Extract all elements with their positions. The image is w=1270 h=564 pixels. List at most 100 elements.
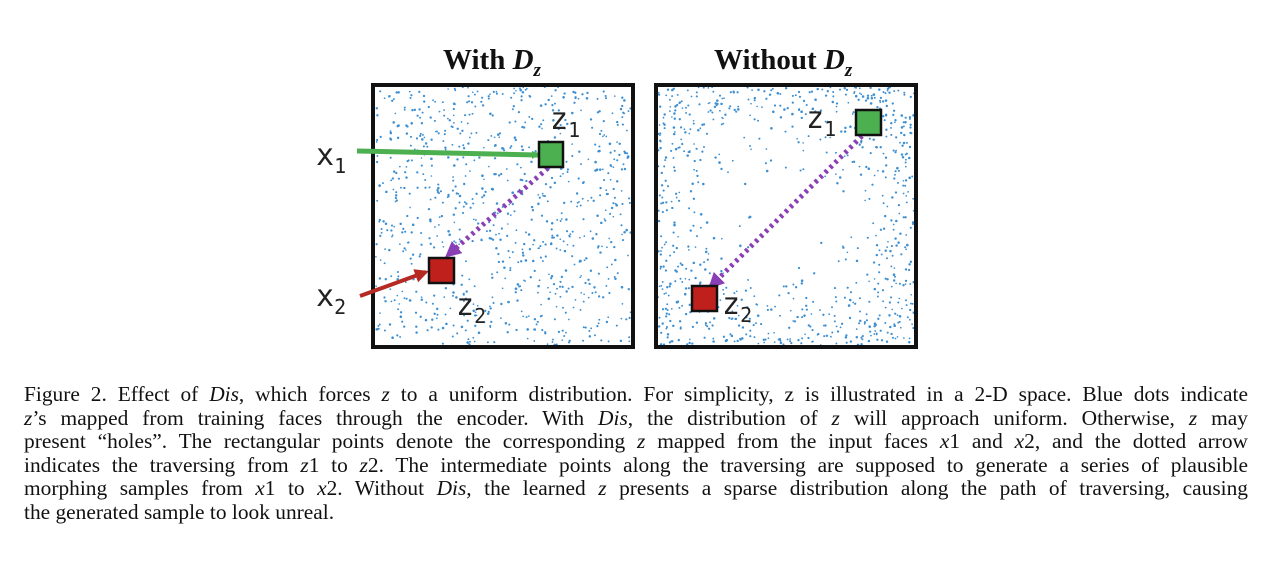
latent-dot [389, 156, 392, 159]
latent-dot [491, 273, 493, 276]
latent-dot [822, 313, 825, 316]
latent-dot [670, 340, 673, 343]
latent-dot [911, 323, 913, 325]
latent-dot [772, 110, 775, 114]
latent-dot [554, 102, 556, 105]
latent-dot [898, 297, 901, 300]
latent-dot [753, 336, 756, 339]
title-text: Without [714, 44, 824, 76]
latent-dot [685, 106, 687, 109]
latent-dot [419, 315, 422, 318]
latent-dot [658, 325, 661, 328]
latent-dot [513, 210, 516, 213]
latent-dot [520, 310, 523, 313]
latent-dot [686, 343, 689, 345]
latent-dot [689, 190, 693, 193]
latent-dot [901, 156, 905, 159]
latent-dot [747, 98, 750, 101]
latent-dot [465, 260, 467, 263]
latent-dot [578, 150, 581, 153]
latent-dot [572, 244, 575, 247]
latent-dot [375, 285, 377, 288]
latent-dot [555, 247, 558, 250]
latent-dot [665, 94, 668, 97]
latent-dot [873, 174, 876, 177]
latent-dot [418, 90, 421, 94]
latent-dot [800, 342, 803, 345]
latent-dot [854, 94, 858, 98]
latent-dot [447, 193, 450, 197]
latent-dot [707, 87, 710, 89]
latent-dot [860, 336, 863, 339]
latent-dot [564, 269, 568, 272]
latent-dot [591, 126, 594, 129]
latent-dot [520, 260, 523, 263]
latent-dot [554, 89, 557, 92]
latent-dot [447, 117, 449, 120]
latent-dot [459, 132, 462, 135]
latent-dot [718, 161, 721, 164]
latent-dot [831, 306, 833, 309]
latent-dot [606, 266, 609, 269]
latent-dot [528, 115, 531, 118]
latent-dot [681, 107, 684, 109]
latent-dot [395, 91, 398, 94]
latent-dot [824, 136, 827, 139]
latent-dot [604, 97, 608, 100]
latent-dot [743, 136, 746, 139]
latent-dot [503, 266, 506, 269]
latent-dot [544, 182, 548, 186]
latent-dot [464, 297, 468, 300]
latent-dot [729, 105, 732, 108]
latent-dot [480, 238, 483, 242]
latent-dot [885, 135, 888, 138]
latent-dot [394, 196, 398, 200]
latent-dot [389, 130, 392, 132]
latent-dot [661, 308, 665, 311]
latent-dot [418, 255, 421, 258]
latent-dot [714, 102, 717, 105]
latent-dot [523, 279, 525, 282]
latent-dot [703, 336, 706, 339]
latent-dot [749, 329, 752, 332]
latent-dot [471, 197, 474, 201]
latent-dot [791, 101, 794, 104]
latent-dot [662, 265, 665, 268]
latent-dot [769, 159, 773, 162]
latent-dot [738, 225, 741, 228]
latent-dot [807, 324, 810, 327]
latent-dot [533, 318, 537, 321]
latent-dot [703, 146, 705, 148]
latent-dot [892, 109, 896, 112]
latent-dot [859, 310, 861, 313]
latent-dot [560, 275, 564, 279]
latent-dot [824, 94, 828, 97]
latent-dot [834, 296, 837, 299]
latent-dot [766, 308, 769, 312]
latent-dot [509, 146, 512, 149]
latent-dot [555, 305, 558, 308]
latent-dot [886, 278, 889, 281]
label-subscript: 1 [334, 154, 347, 178]
latent-dot [586, 91, 589, 95]
latent-dot [608, 237, 611, 240]
latent-dot [867, 167, 871, 170]
latent-dot [673, 221, 676, 224]
latent-dot [466, 122, 469, 125]
latent-dot [673, 223, 676, 227]
latent-dot [538, 247, 541, 249]
latent-dot [550, 274, 554, 278]
latent-dot [796, 137, 798, 140]
latent-dot [396, 270, 399, 274]
latent-dot [419, 134, 422, 138]
latent-dot [399, 222, 402, 226]
label-subscript: 2 [740, 303, 753, 327]
latent-dot [688, 303, 692, 307]
latent-dot [687, 104, 690, 107]
latent-dot [782, 343, 785, 345]
latent-dot [666, 88, 670, 91]
caption-line: indicates the traversing from z1 to z2. … [24, 452, 1248, 477]
latent-dot [874, 330, 877, 332]
latent-dot [454, 207, 457, 210]
latent-dot [886, 331, 889, 334]
